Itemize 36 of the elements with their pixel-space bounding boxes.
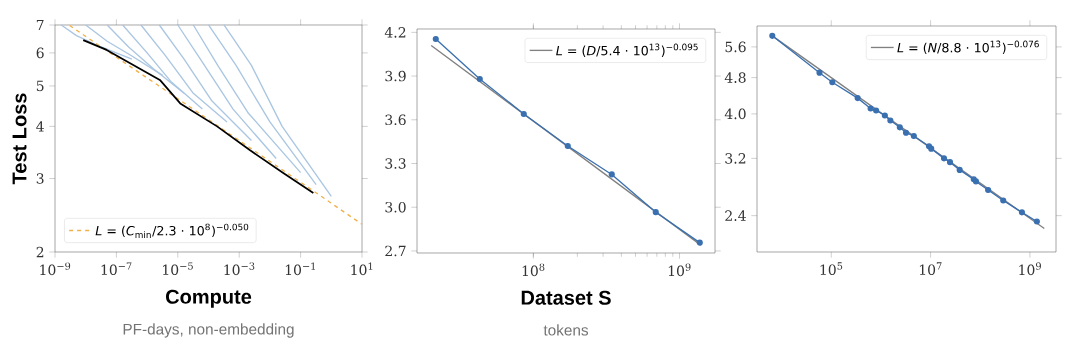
x-tick-label: 10$^{−3}$ <box>224 262 255 276</box>
x-tick-label: 10$^{5}$ <box>820 262 843 276</box>
x-tick-label: 10$^{−1}$ <box>285 262 316 276</box>
x-tick-label: 10$^{7}$ <box>919 262 942 276</box>
y-tick-label: 3.2 <box>725 153 746 164</box>
x-axis-title: Compute <box>166 289 252 308</box>
text: PF-days, non-embedding <box>123 323 294 338</box>
y-axis-title: Test Loss <box>12 93 27 185</box>
x-tick-label: 10$^{1}$ <box>351 262 373 276</box>
y-tick-label: 3.6 <box>385 114 406 126</box>
legend-label: L = (C$_{min}$/2.3 · 10$^{8}$)$^{−0.050}$ <box>95 223 249 238</box>
y-tick-label: 2.4 <box>725 210 746 221</box>
x-tick-label: 10$^{8}$ <box>522 263 545 277</box>
y-tick-label: 2.7 <box>385 245 406 257</box>
x-tick-label: 10$^{9}$ <box>668 263 691 277</box>
text: tokens <box>543 324 589 336</box>
legend-label: L = (N/8.8 · 10$^{13}$)$^{−0.076}$ <box>897 40 1039 54</box>
y-tick-label: 3.0 <box>385 201 406 213</box>
x-axis-title: Dataset S <box>521 290 611 305</box>
y-tick-label: 4.8 <box>724 72 746 83</box>
y-tick-label: 5 <box>36 80 44 92</box>
y-tick-label: 4 <box>36 121 44 132</box>
x-tick-label: 10$^{−7}$ <box>101 262 132 276</box>
y-tick-label: 6 <box>36 47 44 59</box>
y-tick-label: 4.0 <box>724 108 746 120</box>
y-tick-label: 3 <box>36 173 44 184</box>
y-tick-label: 5.6 <box>725 41 746 53</box>
y-tick-label: 3.9 <box>385 70 406 82</box>
y-tick-label: 4.2 <box>384 27 406 38</box>
x-tick-label: 10$^{9}$ <box>1019 262 1041 276</box>
y-tick-label: 3.3 <box>385 158 406 169</box>
x-tick-label: 10$^{−9}$ <box>40 262 71 276</box>
y-tick-label: 7 <box>36 19 44 31</box>
legend-label: L = (D/5.4 · 10$^{13}$)$^{−0.095}$ <box>556 43 698 57</box>
y-tick-label: 2 <box>36 246 44 258</box>
x-tick-label: 10$^{−5}$ <box>163 262 193 276</box>
